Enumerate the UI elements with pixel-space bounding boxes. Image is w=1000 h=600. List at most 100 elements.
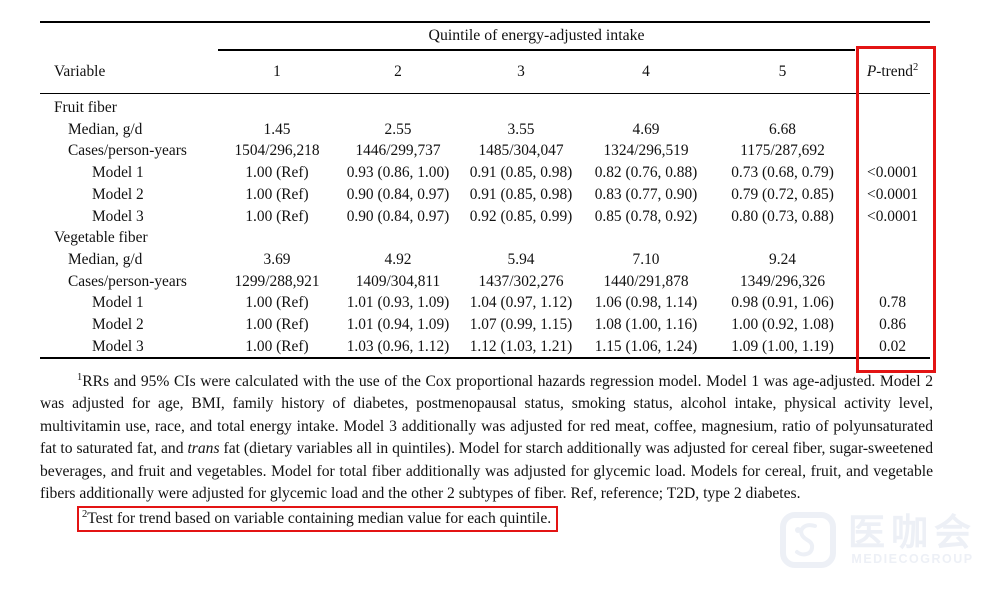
table-row: Model 3 1.00 (Ref) 1.03 (0.96, 1.12) 1.12 (…	[40, 336, 930, 359]
table-body: Fruit fiber Median, g/d 1.45 2.55 3.55 4.69 6.…	[40, 94, 930, 359]
cell-ptrend	[855, 119, 930, 141]
cell-value: 1.00 (Ref)	[245, 316, 309, 334]
cell-value: 0.92 (0.85, 0.99)	[469, 207, 573, 225]
row-label: Model 3	[92, 207, 144, 225]
row-label: Cases/person-years	[68, 142, 187, 160]
cell-ptrend	[855, 94, 930, 119]
cell-value: 0.90 (0.84, 0.97)	[346, 185, 450, 203]
footnote-2-annotation-box: 2Test for trend based on variable contai…	[77, 506, 559, 533]
cell-value: 1299/288,921	[234, 272, 320, 290]
cell-value: 0.98 (0.91, 1.06)	[731, 294, 834, 312]
cell-value: 3.69	[263, 250, 291, 268]
table-row: Cases/person-years 1299/288,921 1409/304,8…	[40, 271, 930, 293]
cell-ptrend: 0.02	[879, 337, 907, 355]
row-label: Cases/person-years	[68, 272, 187, 290]
cell-value	[460, 227, 582, 249]
table-row: Model 1 1.00 (Ref) 1.01 (0.93, 1.09) 1.04 (…	[40, 292, 930, 314]
cell-ptrend: <0.0001	[867, 164, 919, 182]
spanner-row: Quintile of energy-adjusted intake	[40, 22, 930, 51]
cell-value: 1.00 (Ref)	[245, 164, 309, 182]
footnote-1-text: RRs and 95% CIs were calculated with the…	[40, 373, 933, 458]
cell-value: 1.01 (0.94, 1.09)	[346, 316, 450, 334]
quintile-table: Quintile of energy-adjusted intake Varia…	[40, 21, 931, 360]
spanner-header: Quintile of energy-adjusted intake	[218, 22, 856, 51]
table-row: Cases/person-years 1504/296,218 1446/299,7…	[40, 140, 930, 162]
cell-value: 0.93 (0.86, 1.00)	[346, 164, 450, 182]
cell-ptrend	[855, 249, 930, 271]
spanner-spacer	[855, 22, 930, 50]
cell-value: 1437/302,276	[478, 272, 564, 290]
row-label: Model 1	[92, 164, 144, 182]
row-label: Model 2	[92, 185, 144, 203]
cell-value: 7.10	[632, 250, 660, 268]
row-label: Vegetable fiber	[54, 229, 148, 247]
cell-value: 1.00 (Ref)	[245, 294, 309, 312]
row-label: Model 3	[92, 337, 144, 355]
cell-value: 0.90 (0.84, 0.97)	[346, 207, 450, 225]
footnote-2-marker: 2	[82, 509, 88, 521]
cell-value: 2.55	[384, 120, 412, 138]
row-label: Median, g/d	[68, 120, 143, 138]
cell-value: 1440/291,878	[603, 272, 689, 290]
cell-value: 0.83 (0.77, 0.90)	[594, 185, 698, 203]
quintile-5-header: 5	[710, 50, 856, 94]
ptrend-header-rest: -trend	[876, 62, 913, 80]
table-row: Model 1 1.00 (Ref) 0.93 (0.86, 1.00) 0.91 (…	[40, 162, 930, 184]
cell-value: 0.91 (0.85, 0.98)	[469, 164, 573, 182]
footnote-1-italic-trans: trans	[187, 440, 220, 458]
cell-value: 1.00 (Ref)	[245, 185, 309, 203]
quintile-3-header: 3	[460, 50, 582, 94]
cell-value	[710, 227, 855, 249]
cell-value: 1.08 (1.00, 1.16)	[594, 316, 698, 334]
cell-value	[218, 94, 336, 119]
spanner-spacer	[40, 22, 218, 50]
cell-value: 0.79 (0.72, 0.85)	[731, 185, 834, 203]
watermark-latin-text: MEDIECOGROUP	[851, 552, 974, 566]
cell-ptrend: <0.0001	[867, 207, 919, 225]
cell-value: 0.73 (0.68, 0.79)	[731, 164, 834, 182]
cell-ptrend	[855, 227, 930, 249]
cell-value: 1485/304,047	[478, 142, 564, 160]
cell-value: 4.92	[384, 250, 412, 268]
row-label: Median, g/d	[68, 250, 143, 268]
cell-value: 1175/287,692	[740, 142, 825, 160]
ptrend-header: P-trend2	[855, 50, 931, 94]
cell-value: 1.45	[263, 120, 291, 138]
table-row: Median, g/d 3.69 4.92 5.94 7.10 9.24	[40, 249, 930, 271]
cell-value: 1.00 (Ref)	[245, 337, 309, 355]
cell-value	[582, 94, 710, 119]
cell-value	[582, 227, 710, 249]
cell-value: 1.00 (0.92, 1.08)	[731, 316, 834, 334]
table-row: Model 2 1.00 (Ref) 1.01 (0.94, 1.09) 1.07 (…	[40, 314, 930, 336]
row-label: Model 1	[92, 294, 144, 312]
ptrend-header-sup: 2	[913, 61, 919, 73]
cell-value: 9.24	[769, 250, 796, 268]
ptrend-header-p: P	[866, 62, 877, 80]
cell-value: 1409/304,811	[355, 272, 441, 290]
cell-ptrend: 0.86	[879, 316, 907, 334]
cell-value: 1.04 (0.97, 1.12)	[469, 294, 573, 312]
cell-value: 5.94	[507, 250, 535, 268]
quintile-4-header: 4	[582, 50, 710, 94]
footnote-2-text: Test for trend based on variable contain…	[87, 510, 552, 528]
cell-ptrend: <0.0001	[867, 185, 919, 203]
cell-ptrend: 0.78	[879, 294, 907, 312]
cell-value: 1349/296,326	[739, 272, 826, 290]
cell-value: 1.07 (0.99, 1.15)	[469, 316, 573, 334]
cell-value	[218, 227, 336, 249]
variable-header: Variable	[40, 50, 218, 94]
cell-value: 1504/296,218	[234, 142, 320, 160]
footnote-1-marker: 1	[77, 371, 83, 383]
row-label: Fruit fiber	[54, 99, 117, 116]
cell-value: 1.00 (Ref)	[245, 207, 309, 225]
cell-value	[710, 94, 855, 119]
table-row: Model 2 1.00 (Ref) 0.90 (0.84, 0.97) 0.91 (…	[40, 184, 930, 206]
footnotes: 1RRs and 95% CIs were calculated with th…	[40, 371, 933, 533]
table-row: Fruit fiber	[40, 94, 930, 119]
cell-value: 1.03 (0.96, 1.12)	[346, 337, 450, 355]
cell-value: 1324/296,519	[603, 142, 689, 160]
cell-value	[336, 227, 460, 249]
row-label: Model 2	[92, 316, 144, 334]
table-row: Vegetable fiber	[40, 227, 930, 249]
